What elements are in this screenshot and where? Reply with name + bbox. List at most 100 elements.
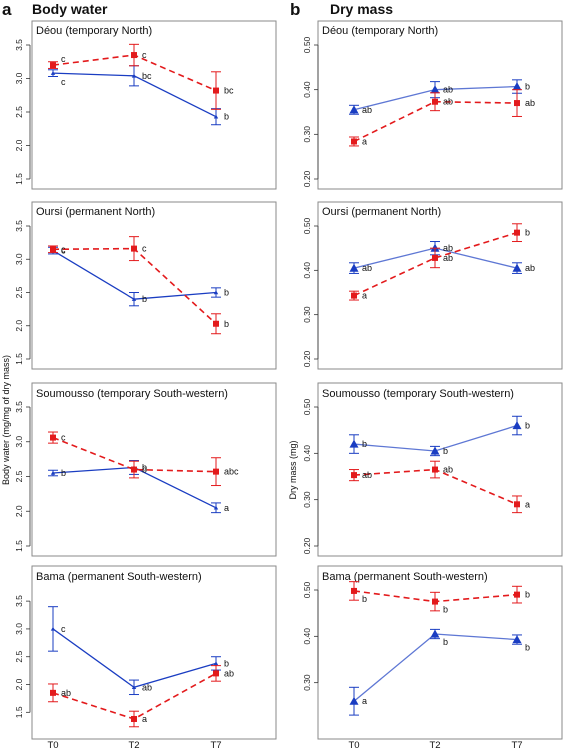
- subplot-a-3: Bama (permanent South-western) 1.5 2.0 2.5 3…: [14, 565, 277, 740]
- significance-label: ab: [443, 243, 453, 253]
- y-tick-label: 0.50: [302, 398, 312, 415]
- y-tick-label: 3.5: [14, 39, 24, 51]
- data-point: [512, 82, 522, 91]
- y-tick-label: 2.0: [14, 320, 24, 332]
- subplot-b-3: Bama (permanent South-western) 0.30 0.40 0.…: [302, 565, 563, 740]
- significance-label: ab: [224, 668, 234, 678]
- data-point: [349, 105, 359, 114]
- significance-label: bc: [142, 71, 152, 81]
- subplot-frame: [31, 565, 277, 740]
- y-tick-label: 2.0: [14, 678, 24, 690]
- significance-label: ab: [362, 105, 372, 115]
- y-axis-title-dry-mass: Dry mass (mg): [288, 441, 298, 500]
- y-tick-label: 3.0: [14, 72, 24, 84]
- significance-label: c: [142, 50, 147, 60]
- subplot-title: Oursi (permanent North): [322, 206, 441, 218]
- significance-label: b: [525, 82, 530, 92]
- data-point: [432, 254, 438, 261]
- data-point: [432, 98, 438, 105]
- subplot-a-2: Soumousso (temporary South-western) 1.5 2.…: [14, 382, 277, 557]
- series-blue: c bc b: [48, 65, 229, 126]
- series-blue: c b b: [48, 246, 229, 307]
- y-tick-label: 0.40: [302, 81, 312, 98]
- subplot-frame: [31, 382, 277, 557]
- y-tick-label: 0.30: [302, 674, 312, 691]
- series-blue: ab ab b: [349, 79, 530, 115]
- data-point: [432, 466, 438, 473]
- significance-label: a: [362, 291, 367, 301]
- data-point: [430, 85, 440, 94]
- subplot-b-0: Déou (temporary North)0.200.300.400.50ab…: [302, 20, 563, 190]
- significance-label: abc: [224, 467, 239, 477]
- y-tick-label: 1.5: [14, 173, 24, 185]
- x-tick-label: T0: [348, 740, 359, 750]
- x-tick-label: T7: [210, 740, 221, 750]
- panel-b-title: Dry mass: [330, 1, 393, 17]
- significance-label: c: [61, 246, 66, 256]
- y-tick-label: 3.0: [14, 436, 24, 448]
- panel-a-letter: a: [2, 0, 12, 19]
- significance-label: b: [362, 439, 367, 449]
- subplot-title: Soumousso (temporary South-western): [322, 388, 514, 400]
- y-tick-label: 0.20: [302, 537, 312, 554]
- significance-label: ab: [443, 97, 453, 107]
- y-tick-label: 0.50: [302, 36, 312, 53]
- subplot-frame: [31, 201, 277, 370]
- series-red: ab a ab: [48, 665, 234, 728]
- data-point: [514, 591, 520, 598]
- subplots: Déou (temporary North)1.52.02.53.03.5cbc…: [14, 20, 563, 740]
- subplot-b-2: Soumousso (temporary South-western) 0.20 0…: [302, 382, 563, 557]
- y-tick-label: 2.5: [14, 651, 24, 663]
- data-point: [351, 472, 357, 479]
- significance-label: b: [443, 637, 448, 647]
- significance-label: ab: [142, 682, 152, 692]
- significance-label: ab: [443, 85, 453, 95]
- x-tick-label: T2: [429, 740, 440, 750]
- significance-label: ab: [525, 98, 535, 108]
- y-tick-label: 3.5: [14, 401, 24, 413]
- series-red: c c bc: [48, 43, 234, 110]
- data-point: [131, 685, 137, 690]
- series-line: [353, 633, 518, 702]
- x-axis-panel-a: T0 T2 T7: [47, 740, 221, 750]
- significance-label: ab: [61, 688, 71, 698]
- series-line: [52, 436, 217, 473]
- data-point: [131, 715, 137, 722]
- subplot-a-0: Déou (temporary North)1.52.02.53.03.5cbc…: [14, 20, 277, 190]
- significance-label: b: [142, 294, 147, 304]
- significance-label: b: [142, 462, 147, 472]
- series-red: c c b: [48, 236, 229, 335]
- data-point: [430, 629, 440, 638]
- data-point: [50, 434, 56, 441]
- significance-label: b: [525, 643, 530, 653]
- significance-label: b: [142, 465, 147, 475]
- data-point: [50, 470, 56, 475]
- subplot-frame: [31, 20, 277, 190]
- data-point: [349, 263, 359, 272]
- data-point: [213, 320, 219, 327]
- subplot-title: Oursi (permanent North): [36, 206, 155, 218]
- significance-label: a: [362, 136, 367, 146]
- subplot-title: Bama (permanent South-western): [36, 571, 202, 583]
- y-tick-label: 0.40: [302, 628, 312, 645]
- y-tick-label: 2.5: [14, 286, 24, 298]
- y-tick-label: 0.50: [302, 217, 312, 234]
- y-tick-label: 0.30: [302, 126, 312, 143]
- significance-label: ab: [443, 253, 453, 263]
- significance-label: b: [224, 658, 229, 668]
- x-tick-label: T7: [511, 740, 522, 750]
- y-tick-label: 1.5: [14, 540, 24, 552]
- data-point: [50, 689, 56, 696]
- y-tick-label: 0.20: [302, 170, 312, 187]
- x-axis-panel-b: T0 T2 T7: [348, 740, 522, 750]
- data-point: [213, 290, 219, 295]
- y-tick-label: 1.5: [14, 353, 24, 365]
- data-point: [351, 292, 357, 299]
- data-point: [131, 296, 137, 301]
- significance-label: b: [443, 446, 448, 456]
- series-blue: b b b: [349, 415, 530, 457]
- significance-label: c: [61, 54, 66, 64]
- significance-label: b: [224, 288, 229, 298]
